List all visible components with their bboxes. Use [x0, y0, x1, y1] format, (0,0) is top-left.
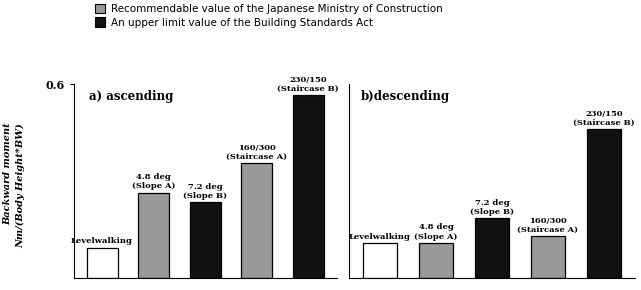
Bar: [475, 218, 509, 278]
Legend: Recommendable value of the Japanese Ministry of Construction, An upper limit val: Recommendable value of the Japanese Mini…: [95, 3, 442, 28]
Text: a) ascending: a) ascending: [90, 90, 174, 103]
Text: 4.8 deg
(Slope A): 4.8 deg (Slope A): [414, 223, 458, 240]
Bar: [419, 243, 453, 278]
Bar: [190, 202, 221, 278]
Text: 160/300
(Staircase A): 160/300 (Staircase A): [517, 217, 578, 234]
Bar: [87, 248, 117, 278]
Bar: [293, 95, 324, 278]
Text: 7.2 deg
(Slope B): 7.2 deg (Slope B): [183, 183, 227, 200]
Bar: [138, 193, 169, 278]
Bar: [587, 129, 620, 278]
Text: Nm/(Body Height*BW): Nm/(Body Height*BW): [16, 123, 25, 248]
Text: Levelwalking: Levelwalking: [349, 233, 411, 240]
Text: b)descending: b)descending: [361, 90, 450, 103]
Bar: [363, 243, 397, 278]
Text: 230/150
(Staircase B): 230/150 (Staircase B): [573, 110, 635, 127]
Text: Levelwalking: Levelwalking: [71, 238, 133, 245]
Text: 7.2 deg
(Slope B): 7.2 deg (Slope B): [470, 199, 514, 216]
Text: Backward moment: Backward moment: [3, 123, 12, 225]
Text: 4.8 deg
(Slope A): 4.8 deg (Slope A): [132, 173, 175, 190]
Text: 160/300
(Staircase A): 160/300 (Staircase A): [226, 144, 287, 161]
Bar: [531, 236, 565, 278]
Text: 230/150
(Staircase B): 230/150 (Staircase B): [278, 76, 339, 93]
Bar: [241, 164, 272, 278]
